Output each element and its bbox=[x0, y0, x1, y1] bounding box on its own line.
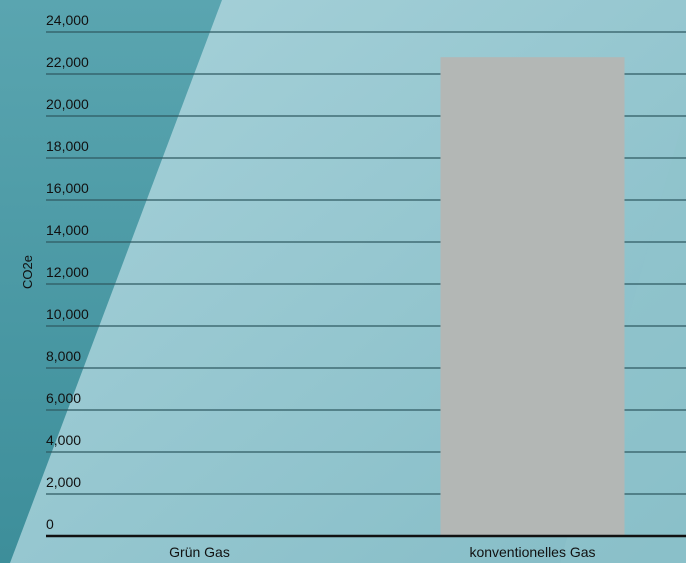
y-tick-label: 16,000 bbox=[46, 180, 89, 196]
y-tick-label: 6,000 bbox=[46, 390, 81, 406]
bar bbox=[440, 57, 625, 536]
bars bbox=[440, 57, 625, 536]
y-tick-label: 10,000 bbox=[46, 306, 89, 322]
y-tick-label: 2,000 bbox=[46, 474, 81, 490]
y-tick-label: 24,000 bbox=[46, 12, 89, 28]
y-axis-title: CO2e bbox=[20, 255, 35, 289]
y-tick-label: 0 bbox=[46, 516, 54, 532]
x-axis-categories: Grün Gas konventionelles Gas bbox=[169, 544, 595, 560]
y-tick-label: 18,000 bbox=[46, 138, 89, 154]
y-axis-ticks: 0 2,000 4,000 6,000 8,000 10,000 12,000 14,000 1… bbox=[46, 12, 89, 532]
y-tick-label: 12,000 bbox=[46, 264, 89, 280]
y-tick-label: 4,000 bbox=[46, 432, 81, 448]
y-tick-label: 22,000 bbox=[46, 54, 89, 70]
x-category-label: Grün Gas bbox=[169, 544, 230, 560]
y-tick-label: 8,000 bbox=[46, 348, 81, 364]
y-tick-label: 14,000 bbox=[46, 222, 89, 238]
x-category-label: konventionelles Gas bbox=[469, 544, 595, 560]
y-tick-label: 20,000 bbox=[46, 96, 89, 112]
